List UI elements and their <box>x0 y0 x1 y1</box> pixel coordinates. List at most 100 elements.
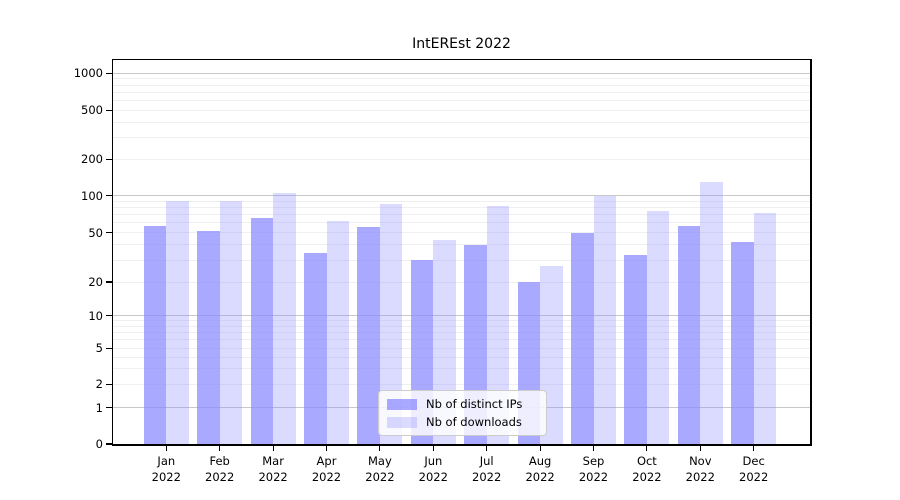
x-tick-label-dec: Dec 2022 <box>722 453 786 485</box>
x-tick-may <box>379 445 381 451</box>
x-tick-nov <box>699 445 701 451</box>
x-tick-aug <box>539 445 541 451</box>
x-tick-label-apr: Apr 2022 <box>295 453 359 485</box>
y-tick-label-1: 1 <box>95 400 103 415</box>
bar-distinct-ips-sep <box>571 232 594 444</box>
y-tick-label-2: 2 <box>95 377 103 392</box>
y-tick-200 <box>105 158 112 160</box>
year-label: 2022 <box>205 470 235 484</box>
y-tick-50 <box>105 232 112 234</box>
x-tick-label-sep: Sep 2022 <box>562 453 626 485</box>
month-label: Feb <box>209 454 230 468</box>
x-tick-jul <box>486 445 488 451</box>
chart-title: IntEREst 2022 <box>412 36 511 52</box>
year-label: 2022 <box>472 470 502 484</box>
minor-gridline <box>113 259 810 261</box>
y-tick-label-10: 10 <box>88 308 103 323</box>
bar-downloads-apr <box>326 221 349 444</box>
year-label: 2022 <box>578 470 609 484</box>
x-tick-mar <box>272 445 274 451</box>
year-label: 2022 <box>418 470 448 484</box>
y-tick-label-20: 20 <box>88 275 103 289</box>
bar-distinct-ips-feb <box>197 230 220 444</box>
bar-distinct-ips-nov <box>677 225 701 444</box>
year-label: 2022 <box>685 470 715 484</box>
month-label: Jun <box>424 454 443 468</box>
bar-downloads-jul <box>486 205 510 444</box>
y-tick-2 <box>105 383 112 385</box>
y-tick-1 <box>105 407 112 409</box>
x-tick-label-nov: Nov 2022 <box>668 453 732 485</box>
y-tick-label-200: 200 <box>81 152 103 167</box>
major-gridline <box>113 72 810 74</box>
legend-item-distinct-ips: Nb of distinct IPs <box>387 397 538 411</box>
y-tick-1000 <box>105 72 112 74</box>
legend-label-downloads: Nb of downloads <box>426 415 522 429</box>
major-gridline <box>113 195 810 197</box>
minor-gridline <box>113 158 810 160</box>
x-tick-label-oct: Oct 2022 <box>615 453 679 485</box>
minor-gridline <box>113 91 810 93</box>
x-tick-label-mar: Mar 2022 <box>241 453 305 485</box>
bar-distinct-ips-jan <box>143 225 167 444</box>
minor-gridline <box>113 137 810 139</box>
right-spine <box>810 58 812 446</box>
minor-gridline <box>113 347 810 349</box>
x-tick-label-feb: Feb 2022 <box>188 453 252 485</box>
bar-downloads-oct <box>646 211 670 444</box>
legend-item-downloads: Nb of downloads <box>387 415 538 429</box>
top-spine <box>111 58 812 60</box>
y-tick-label-1000: 1000 <box>73 66 103 81</box>
y-tick-10 <box>105 315 112 317</box>
bar-downloads-feb <box>219 200 243 444</box>
minor-gridline <box>113 109 810 111</box>
y-tick-0 <box>105 443 112 445</box>
bar-distinct-ips-may <box>357 226 380 444</box>
minor-gridline <box>113 320 810 322</box>
x-tick-sep <box>592 445 595 451</box>
y-tick-100 <box>105 195 112 197</box>
month-label: Oct <box>636 454 657 468</box>
bar-distinct-ips-apr <box>304 253 327 444</box>
month-label: Jul <box>479 454 494 468</box>
x-tick-label-may: May 2022 <box>348 453 412 485</box>
year-label: 2022 <box>258 470 288 484</box>
minor-gridline <box>113 78 810 80</box>
minor-gridline <box>113 207 810 209</box>
legend: Nb of distinct IPs Nb of downloads <box>378 390 547 436</box>
minor-gridline <box>113 281 810 283</box>
bar-distinct-ips-mar <box>250 217 274 444</box>
y-tick-label-5: 5 <box>95 341 103 356</box>
month-label: Sep <box>582 454 605 468</box>
minor-gridline <box>113 84 810 86</box>
bar-distinct-ips-oct <box>624 255 647 444</box>
bar-downloads-nov <box>700 181 723 444</box>
minor-gridline <box>113 232 810 234</box>
year-label: 2022 <box>632 470 662 484</box>
year-label: 2022 <box>525 470 555 484</box>
month-label: Mar <box>262 454 284 468</box>
x-tick-dec <box>753 445 755 451</box>
y-tick-label-50: 50 <box>88 225 103 240</box>
month-label: Nov <box>689 454 712 468</box>
x-tick-feb <box>219 445 221 451</box>
y-tick-20 <box>105 281 112 283</box>
x-tick-label-jun: Jun 2022 <box>401 453 465 485</box>
bar-distinct-ips-dec <box>731 242 754 444</box>
left-spine <box>111 58 113 446</box>
legend-swatch-downloads <box>387 416 417 428</box>
bar-downloads-mar <box>273 192 296 444</box>
year-label: 2022 <box>311 470 342 484</box>
minor-gridline <box>113 383 810 385</box>
month-label: Aug <box>528 454 552 468</box>
minor-gridline <box>113 331 810 333</box>
y-tick-5 <box>105 347 112 349</box>
year-label: 2022 <box>739 470 769 484</box>
y-tick-label-100: 100 <box>81 188 103 203</box>
y-tick-label-500: 500 <box>81 103 103 118</box>
month-label: Apr <box>316 454 337 468</box>
x-tick-apr <box>325 445 328 451</box>
bar-downloads-dec <box>753 213 777 444</box>
major-gridline <box>113 315 810 317</box>
